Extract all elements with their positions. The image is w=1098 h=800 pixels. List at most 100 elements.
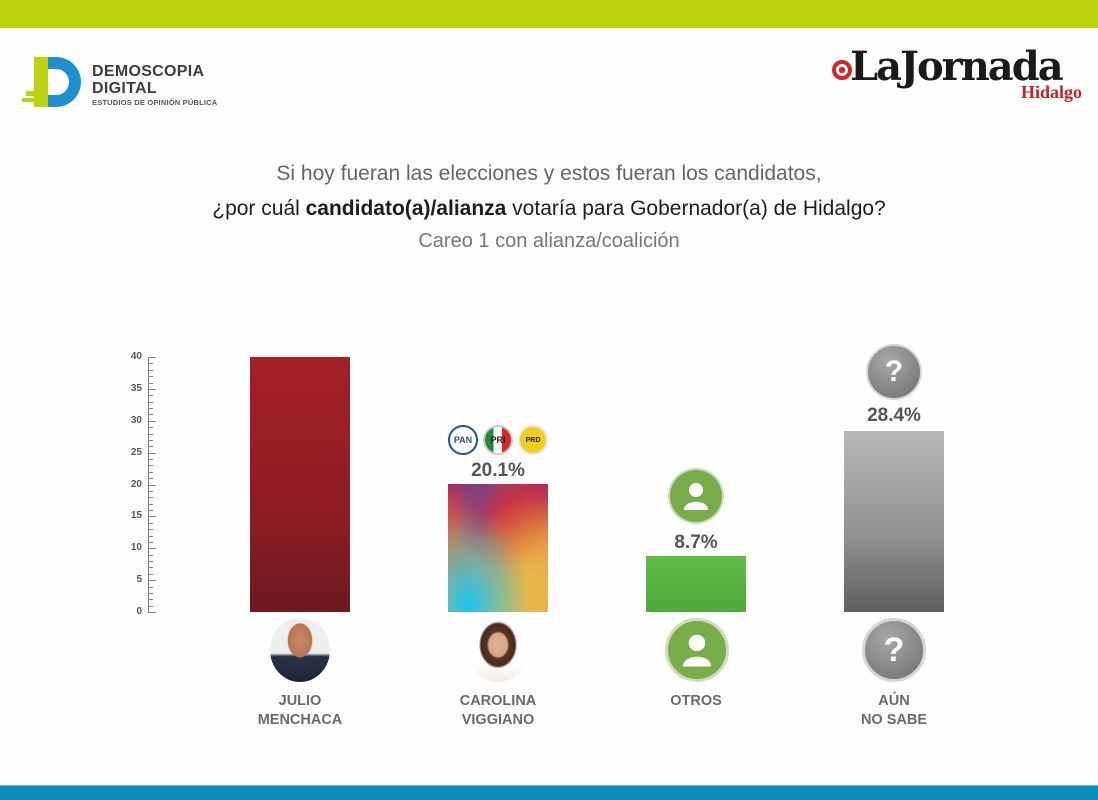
label-line2: MENCHACA [257,712,343,728]
y-tick [148,541,153,543]
avatar-carolina-viggiano [468,618,528,682]
y-tick-label: 5 [136,574,142,586]
person-icon [684,483,708,510]
y-tick [148,516,156,518]
y-tick-label: 35 [130,382,142,394]
y-tick [148,580,156,582]
y-tick [148,408,153,409]
y-tick [148,612,156,613]
y-tick [148,561,153,562]
y-tick [148,497,153,499]
la-jornada-logo: LaJornada Hidalgo [828,42,1088,104]
y-tick [148,522,153,524]
y-tick [148,401,153,403]
top-accent-bar [0,0,1098,28]
y-tick [148,433,153,435]
label-line1: JULIO [278,693,322,709]
bar-otros [646,556,746,612]
demoscopia-logo: DEMOSCOPIA DIGITAL ESTUDIOS DE OPINIÓN P… [20,55,240,110]
person-icon [682,634,712,667]
sun-icon [832,60,852,80]
pri-label: PRI [490,435,506,445]
y-tick-label: 10 [130,542,142,554]
bar-julio-menchaca [250,357,350,612]
question-bold: candidato(a)/alianza [305,197,507,220]
y-tick [148,548,156,550]
y-tick [148,420,156,422]
value-label-no-sabe: 28.4% [867,405,921,426]
demoscopia-d-icon [22,57,81,107]
y-tick [148,535,153,537]
pan-party-icon: PAN [448,425,478,455]
bar-no-sabe [844,431,944,612]
y-tick [148,478,153,480]
label-line1: CAROLINA [459,693,537,709]
user-icon-otros-top [668,468,724,524]
y-tick [148,503,153,505]
question-subtitle: Careo 1 con alianza/coalición [418,230,680,252]
question-icon-top: ? [866,344,922,400]
y-tick [148,459,153,460]
label-carolina-viggiano: CAROLINA VIGGIANO [423,692,573,730]
y-tick [148,554,153,556]
pan-label: PAN [453,435,473,445]
question-pre: ¿por cuál [212,197,306,220]
y-tick [148,510,153,511]
y-tick [148,465,153,467]
y-tick [148,484,156,486]
logo-tagline: ESTUDIOS DE OPINIÓN PÚBLICA [92,98,218,107]
y-tick [148,388,156,390]
demoscopia-title: DEMOSCOPIA DIGITAL [92,63,204,97]
y-tick-label: 25 [130,446,142,458]
y-tick [148,357,156,358]
y-tick [148,395,153,397]
avatar-julio-menchaca [270,618,330,682]
question-line2: ¿por cuál candidato(a)/alianza votaría p… [0,197,1098,221]
y-tick [148,427,153,429]
y-tick [148,592,153,594]
value-label-viggiano: 20.1% [471,460,525,481]
y-tick [148,446,153,448]
la-jornada-region: Hidalgo [1020,82,1082,102]
y-tick [148,452,156,454]
label-line2: VIGGIANO [461,712,535,728]
prd-party-icon: PRD [518,425,548,455]
la-jornada-name: LaJornada [850,43,1064,90]
label-no-sabe: AÚN NO SABE [819,692,969,730]
y-axis: 0 5 10 15 20 25 30 35 40 [120,350,160,617]
y-tick [148,599,153,601]
y-tick [148,586,153,588]
question-icon-no-sabe: ? [862,618,926,682]
label-otros: OTROS [621,692,771,711]
logo-line2: DIGITAL [92,80,157,97]
question-line1: Si hoy fueran las elecciones y estos fue… [276,162,822,185]
pri-party-icon: PRI [483,425,513,455]
label-line1: AÚN [878,693,910,709]
label-line2: NO SABE [860,712,928,728]
question-mark-icon: ? [884,355,904,388]
y-tick [148,573,153,575]
question-mark-icon: ? [883,630,905,669]
prd-label: PRD [525,436,541,444]
bar-carolina-viggiano [448,484,548,612]
y-tick [148,567,153,569]
y-tick-label: 40 [130,351,142,362]
y-tick-label: 20 [130,478,142,490]
y-tick [148,490,153,492]
y-tick [148,382,153,384]
y-tick [148,529,153,531]
logo-line1: DEMOSCOPIA [92,63,205,80]
label-julio-menchaca: JULIO MENCHACA [225,692,375,730]
user-icon-otros [665,618,729,682]
y-tick-label: 30 [130,414,142,426]
question-post: votaría para Gobernador(a) de Hidalgo? [506,197,886,220]
y-tick-label: 0 [136,606,142,617]
bottom-accent-bar [0,785,1098,800]
y-tick [148,369,153,371]
y-tick [148,414,153,416]
y-tick [148,439,153,441]
y-tick-label: 15 [130,510,142,522]
y-tick [148,605,153,607]
y-tick [148,376,153,378]
y-tick [148,363,153,365]
